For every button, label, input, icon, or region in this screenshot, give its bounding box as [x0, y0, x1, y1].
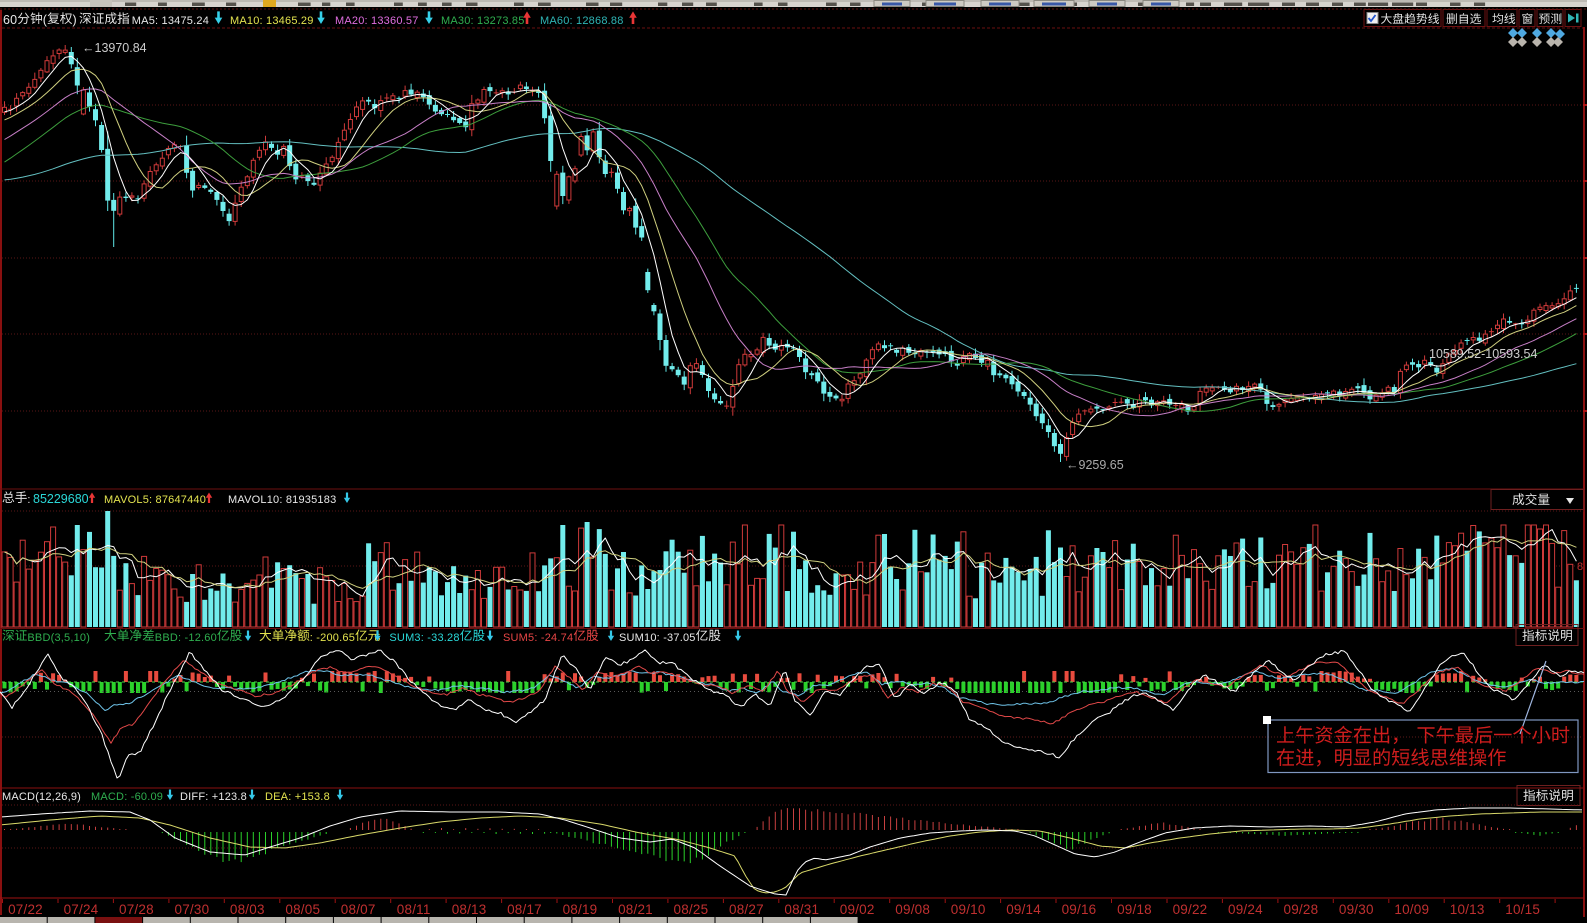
svg-text:09/30: 09/30	[1339, 902, 1374, 917]
svg-text:09/10: 09/10	[951, 902, 986, 917]
svg-text:08/27: 08/27	[729, 902, 764, 917]
svg-text:MACD(12,26,9): MACD(12,26,9)	[2, 791, 81, 803]
svg-text:: -200.65: : -200.65	[310, 632, 355, 644]
svg-text:DEA: +153.8: DEA: +153.8	[265, 791, 330, 803]
svg-text:85229680: 85229680	[33, 492, 89, 506]
svg-text:): )	[73, 13, 77, 27]
svg-text:07/24: 07/24	[64, 902, 99, 917]
svg-text:10/13: 10/13	[1450, 902, 1485, 917]
svg-text:07/28: 07/28	[119, 902, 154, 917]
svg-text:08/13: 08/13	[452, 902, 487, 917]
svg-text:DIFF: +123.8: DIFF: +123.8	[180, 791, 247, 803]
svg-text:←13970.84: ←13970.84	[82, 41, 147, 55]
svg-text:08/05: 08/05	[285, 902, 320, 917]
svg-text:SUM10: -37.05: SUM10: -37.05	[619, 632, 696, 644]
svg-text:MA60: 12868.88: MA60: 12868.88	[540, 15, 624, 27]
svg-text:MACD: -60.09: MACD: -60.09	[91, 791, 163, 803]
svg-text:10589.52-10593.54: 10589.52-10593.54	[1429, 347, 1537, 361]
svg-text:MA10: 13465.29: MA10: 13465.29	[230, 15, 314, 27]
svg-text:08/07: 08/07	[341, 902, 376, 917]
svg-text:08/21: 08/21	[618, 902, 653, 917]
svg-text:(: (	[43, 13, 48, 27]
svg-text:MAVOL5: 87647440: MAVOL5: 87647440	[104, 494, 206, 506]
svg-text:07/22: 07/22	[8, 902, 43, 917]
svg-text:SUM3: -33.28: SUM3: -33.28	[389, 632, 459, 644]
svg-text:08/17: 08/17	[507, 902, 542, 917]
svg-text:09/22: 09/22	[1173, 902, 1208, 917]
svg-text:SUM5: -24.74: SUM5: -24.74	[503, 632, 573, 644]
svg-text:8: 8	[1577, 561, 1583, 573]
svg-text:MA5: 13475.24: MA5: 13475.24	[132, 15, 209, 27]
svg-text:MA30: 13273.85: MA30: 13273.85	[441, 15, 525, 27]
svg-text:BBD(3,5,10): BBD(3,5,10)	[27, 632, 90, 644]
svg-text::: :	[27, 494, 30, 506]
svg-text:08/11: 08/11	[397, 902, 431, 917]
svg-text:09/24: 09/24	[1228, 902, 1263, 917]
svg-text:09/08: 09/08	[895, 902, 930, 917]
svg-text:MA20: 13360.57: MA20: 13360.57	[335, 15, 419, 27]
svg-text:10/09: 10/09	[1394, 902, 1429, 917]
svg-text:08/03: 08/03	[230, 902, 265, 917]
svg-text:09/14: 09/14	[1006, 902, 1041, 917]
svg-text:08/25: 08/25	[674, 902, 709, 917]
svg-text:09/16: 09/16	[1062, 902, 1097, 917]
svg-text:08/31: 08/31	[784, 902, 819, 917]
svg-text:10/15: 10/15	[1505, 902, 1540, 917]
svg-text:09/28: 09/28	[1284, 902, 1319, 917]
svg-text:←9259.65: ←9259.65	[1066, 458, 1124, 472]
svg-text:60: 60	[3, 13, 17, 27]
svg-text:09/18: 09/18	[1117, 902, 1152, 917]
svg-text:MAVOL10: 81935183: MAVOL10: 81935183	[228, 494, 336, 506]
svg-text:BBD: -12.60: BBD: -12.60	[155, 632, 217, 644]
svg-text:07/30: 07/30	[175, 902, 210, 917]
svg-text:08/19: 08/19	[563, 902, 598, 917]
svg-text:09/02: 09/02	[840, 902, 875, 917]
